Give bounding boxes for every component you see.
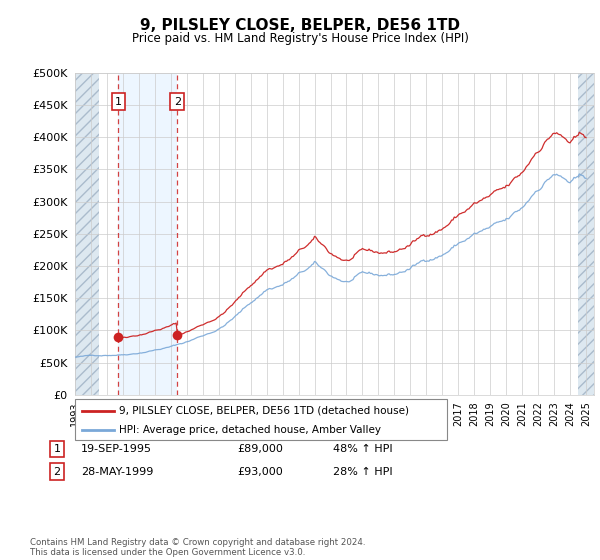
- Bar: [118, 73, 178, 395]
- Text: HPI: Average price, detached house, Amber Valley: HPI: Average price, detached house, Ambe…: [119, 424, 381, 435]
- Text: 2: 2: [174, 97, 181, 107]
- Text: £89,000: £89,000: [237, 444, 283, 454]
- Text: 2: 2: [53, 466, 61, 477]
- Text: 19-SEP-1995: 19-SEP-1995: [81, 444, 152, 454]
- Text: 28% ↑ HPI: 28% ↑ HPI: [333, 466, 392, 477]
- Text: Price paid vs. HM Land Registry's House Price Index (HPI): Price paid vs. HM Land Registry's House …: [131, 32, 469, 45]
- Text: 1: 1: [53, 444, 61, 454]
- Text: Contains HM Land Registry data © Crown copyright and database right 2024.
This d: Contains HM Land Registry data © Crown c…: [30, 538, 365, 557]
- Text: 9, PILSLEY CLOSE, BELPER, DE56 1TD (detached house): 9, PILSLEY CLOSE, BELPER, DE56 1TD (deta…: [119, 405, 409, 416]
- Text: £93,000: £93,000: [237, 466, 283, 477]
- Text: 28-MAY-1999: 28-MAY-1999: [81, 466, 154, 477]
- Text: 1: 1: [115, 97, 122, 107]
- Text: 48% ↑ HPI: 48% ↑ HPI: [333, 444, 392, 454]
- Text: 9, PILSLEY CLOSE, BELPER, DE56 1TD: 9, PILSLEY CLOSE, BELPER, DE56 1TD: [140, 18, 460, 33]
- Bar: [75, 73, 99, 395]
- Bar: [578, 73, 594, 395]
